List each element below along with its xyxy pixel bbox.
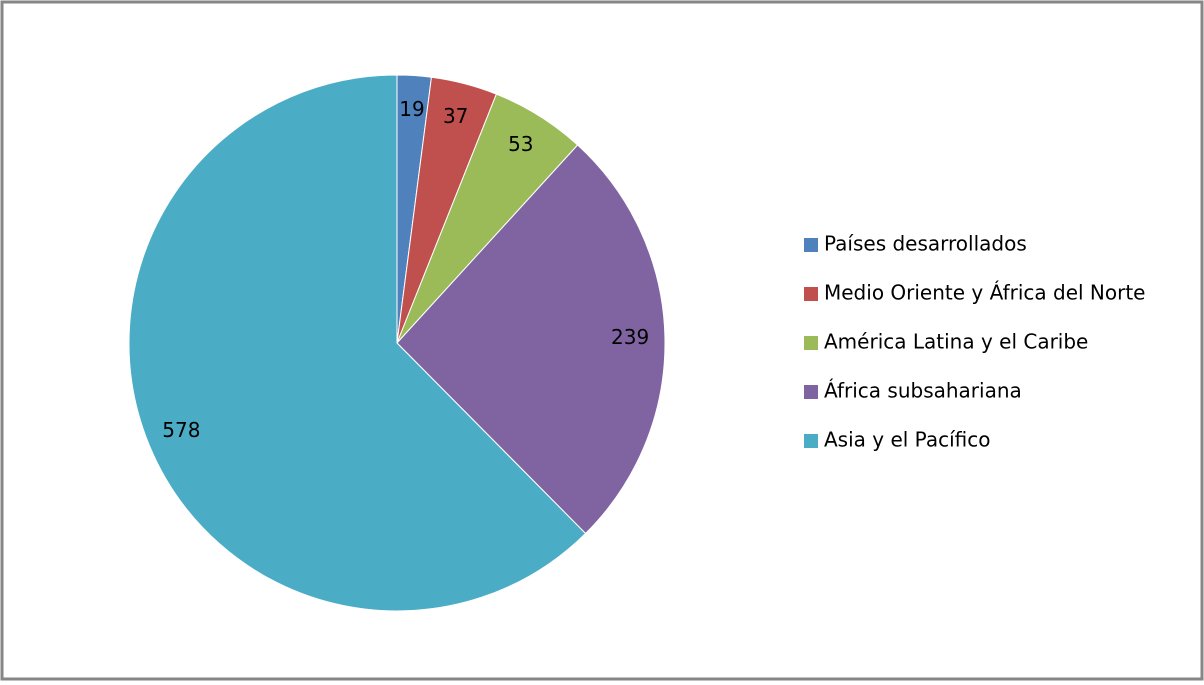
data-label: 239 <box>611 325 649 349</box>
legend-label: Países desarrollados <box>824 232 1027 256</box>
legend-swatch <box>804 238 818 252</box>
data-label: 53 <box>508 132 533 156</box>
data-label: 37 <box>443 104 468 128</box>
legend-label: Medio Oriente y África del Norte <box>824 281 1145 305</box>
data-label: 578 <box>162 418 200 442</box>
legend: Países desarrollados Medio Oriente y Áfri… <box>804 232 1145 452</box>
legend-label: América Latina y el Caribe <box>824 330 1088 354</box>
legend-swatch <box>804 385 818 399</box>
data-label: 19 <box>399 97 424 121</box>
legend-label: Asia y el Pacífico <box>824 428 990 452</box>
legend-label: África subsahariana <box>824 379 1022 403</box>
pie-slice <box>128 74 587 612</box>
pie-slice <box>396 144 666 535</box>
legend-swatch <box>804 336 818 350</box>
pie: 19 37 53 239 578 <box>128 74 666 612</box>
legend-swatch <box>804 287 818 301</box>
legend-swatch <box>804 434 818 448</box>
